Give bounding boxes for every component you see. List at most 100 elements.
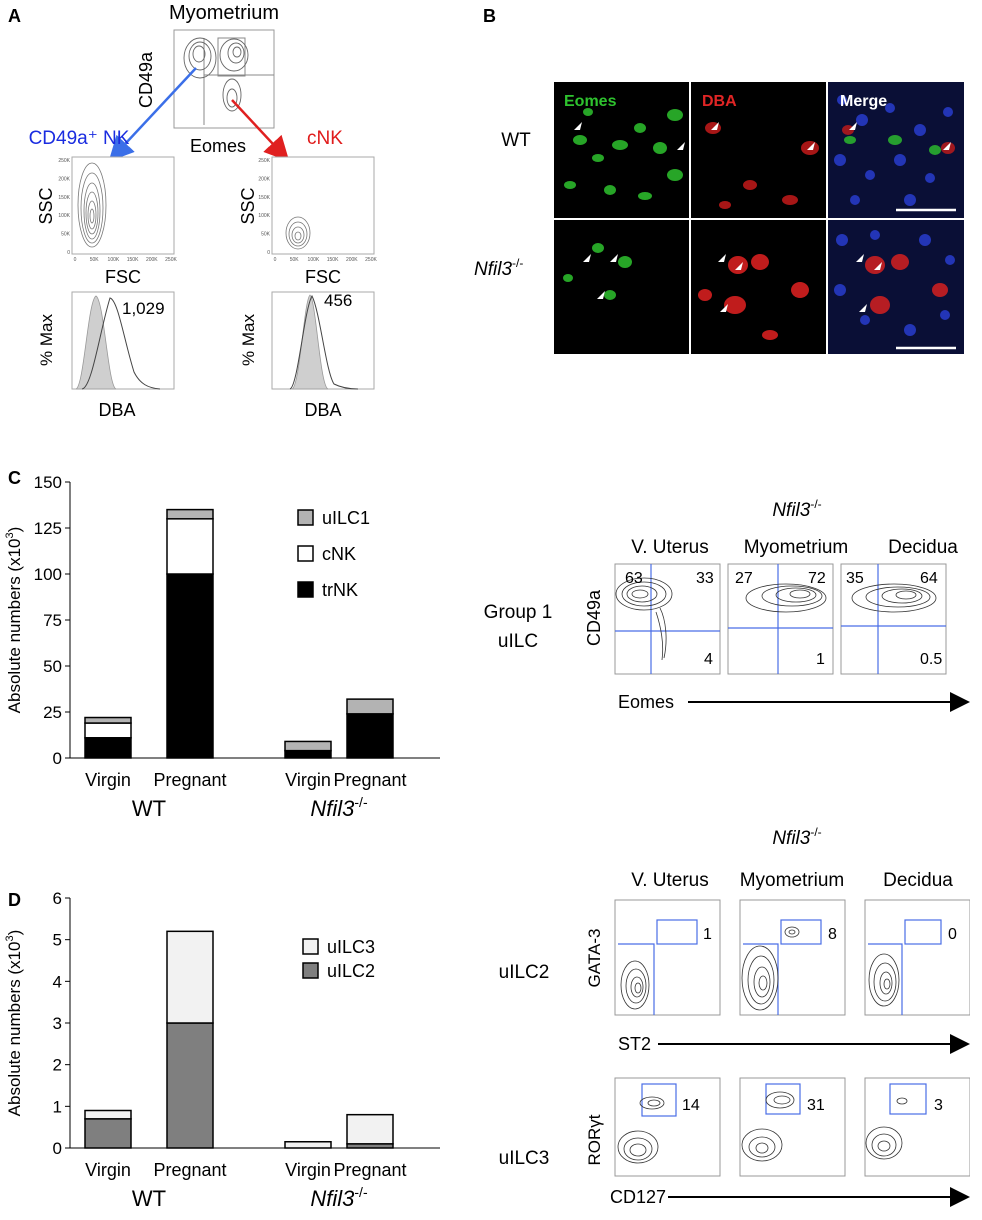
flow-c-q-tl-3: 35 [846,570,864,587]
bar-uILC1-0 [84,716,132,724]
flow-d-ilc2-plot-vuterus [614,899,721,1016]
flow-c-plot-decidua [840,563,947,675]
bar-uILC1-1 [166,508,214,520]
legend-label-uILC1: uILC1 [322,508,370,528]
y-axis-label: Absolute numbers (x103) [4,930,24,1117]
flow-c-plot-vuterus [614,563,721,675]
y-tick-label: 100 [34,565,62,584]
flow-d-row2-xlabel: CD127 [610,1187,666,1207]
bar-uILC2-1 [166,1022,214,1149]
flow-c-plot-myometrium [727,563,834,675]
group-label: Nfil3-/- [310,1184,368,1211]
axis-tick-label: 200K [58,176,70,182]
arrow-to-cd49a-nk [108,67,197,162]
left-ssc-label: SSC [36,187,56,224]
axis-tick-label: 50K [261,232,271,238]
right-hist-ylabel: % Max [239,314,258,366]
bar-trNK-1 [166,573,214,759]
y-tick-label: 125 [34,519,62,538]
bar-trNK-3 [346,713,394,759]
flow-d-row1-label: uILC2 [499,962,550,983]
group-label: WT [132,796,166,821]
flow-c-ylabel: CD49a [584,589,604,646]
axis-tick-label: 250K [165,257,177,263]
left-fsc-label: FSC [105,267,141,287]
y-tick-label: 6 [53,889,62,908]
flow-d-ilc3-plot-vuterus [614,1077,721,1177]
cnk-label: cNK [307,128,343,149]
x-category-label: Virgin [285,770,331,790]
flow-c-header: Nfil3-/- [772,497,821,521]
flow-d-ilc2-plot-myometrium [739,899,846,1016]
axis-tick-label: 50K [61,232,71,238]
y-tick-label: 50 [43,657,62,676]
left-hist-xlabel: DBA [98,400,135,420]
bar-trNK-2 [284,749,332,759]
axis-tick-label: 200K [146,257,158,263]
axis-tick-label: 250K [58,158,70,164]
right-dba-histogram [271,291,375,390]
flow-d-row1-xlabel: ST2 [618,1034,651,1054]
axis-tick-label: 50K [290,257,300,263]
flow-c-q-tl-1: 63 [625,570,643,587]
flow-d-ilc3-plot-myometrium [739,1077,846,1177]
flow-d-ilc2-value-2: 8 [828,926,837,943]
row-label-nfil3: Nfil3-/- [474,256,523,280]
flow-d-header: Nfil3-/- [772,825,821,849]
top-xlabel-eomes: Eomes [190,136,246,156]
flow-c-q-br-1: 4 [704,651,713,668]
axis-tick-label: 250K [365,257,377,263]
top-ylabel-cd49a: CD49a [136,51,156,108]
y-tick-label: 4 [53,972,62,991]
axis-tick-label: 150K [258,195,270,201]
bar-uILC3-1 [166,930,214,1024]
panel-c-bar-chart: C 0 25 50 75 100 125 150 Absolute numbers (x103… [4,468,440,821]
flow-c-q-tr-2: 72 [808,570,826,587]
axis-tick-label: 250K [258,158,270,164]
right-ssc-fsc-plot [271,156,375,255]
panel-d-bar-chart: D 0 1 2 3 4 5 6 Absolute numbers (x103) uILC3 uI… [4,889,440,1211]
left-dba-histogram [71,291,175,390]
axis-tick-label: 200K [258,176,270,182]
axis-tick-label: 200K [346,257,358,263]
image-wt-merge [828,82,964,218]
axis-tick-label: 0 [74,257,77,263]
axis-tick-label: 50K [90,257,100,263]
x-category-label: Pregnant [153,770,226,790]
panel-letter-a: A [8,6,21,26]
flow-c-col-decidua: Decidua [888,537,958,558]
group-label: WT [132,1186,166,1211]
flow-c-col-vuterus: V. Uterus [631,537,708,558]
axis-tick-label: 100K [258,213,270,219]
y-tick-label: 5 [53,931,62,950]
flow-d-ilc2-value-1: 1 [703,926,712,943]
flow-c-q-br-3: 0.5 [920,651,942,668]
flow-c-q-tr-3: 64 [920,570,938,587]
arrow-to-cnk [231,99,290,162]
legend-label-uILC2: uILC2 [327,961,375,981]
flow-d-col-decidua: Decidua [883,870,953,891]
flow-d-ilc3-plot-decidua [864,1077,970,1177]
axis-tick-label: 100K [108,257,120,263]
flow-c-q-br-2: 1 [816,651,825,668]
flow-c-q-tl-2: 27 [735,570,753,587]
right-ssc-label: SSC [238,187,258,224]
y-tick-label: 0 [53,749,62,768]
legend-label-uILC3: uILC3 [327,937,375,957]
bar-uILC1-3 [346,698,394,715]
left-mfi-value: 1,029 [122,299,165,318]
bar-uILC3-2 [284,1141,332,1149]
panel-letter-d: D [8,890,21,910]
top-flow-plot [173,29,275,129]
flow-d-ilc2-plot-decidua [864,899,970,1016]
flow-c-row-label-2: uILC [498,631,538,652]
bar-trNK-0 [84,737,132,759]
axis-tick-label: 100K [308,257,320,263]
axis-tick-label: 150K [58,195,70,201]
y-tick-label: 75 [43,611,62,630]
flow-d-col-vuterus: V. Uterus [631,870,708,891]
x-category-label: Pregnant [153,1160,226,1180]
legend-label-trNK: trNK [322,580,358,600]
panel-b: B WT Nfil3-/- [474,6,964,354]
flow-d-row1-ylabel: GATA-3 [585,929,604,988]
